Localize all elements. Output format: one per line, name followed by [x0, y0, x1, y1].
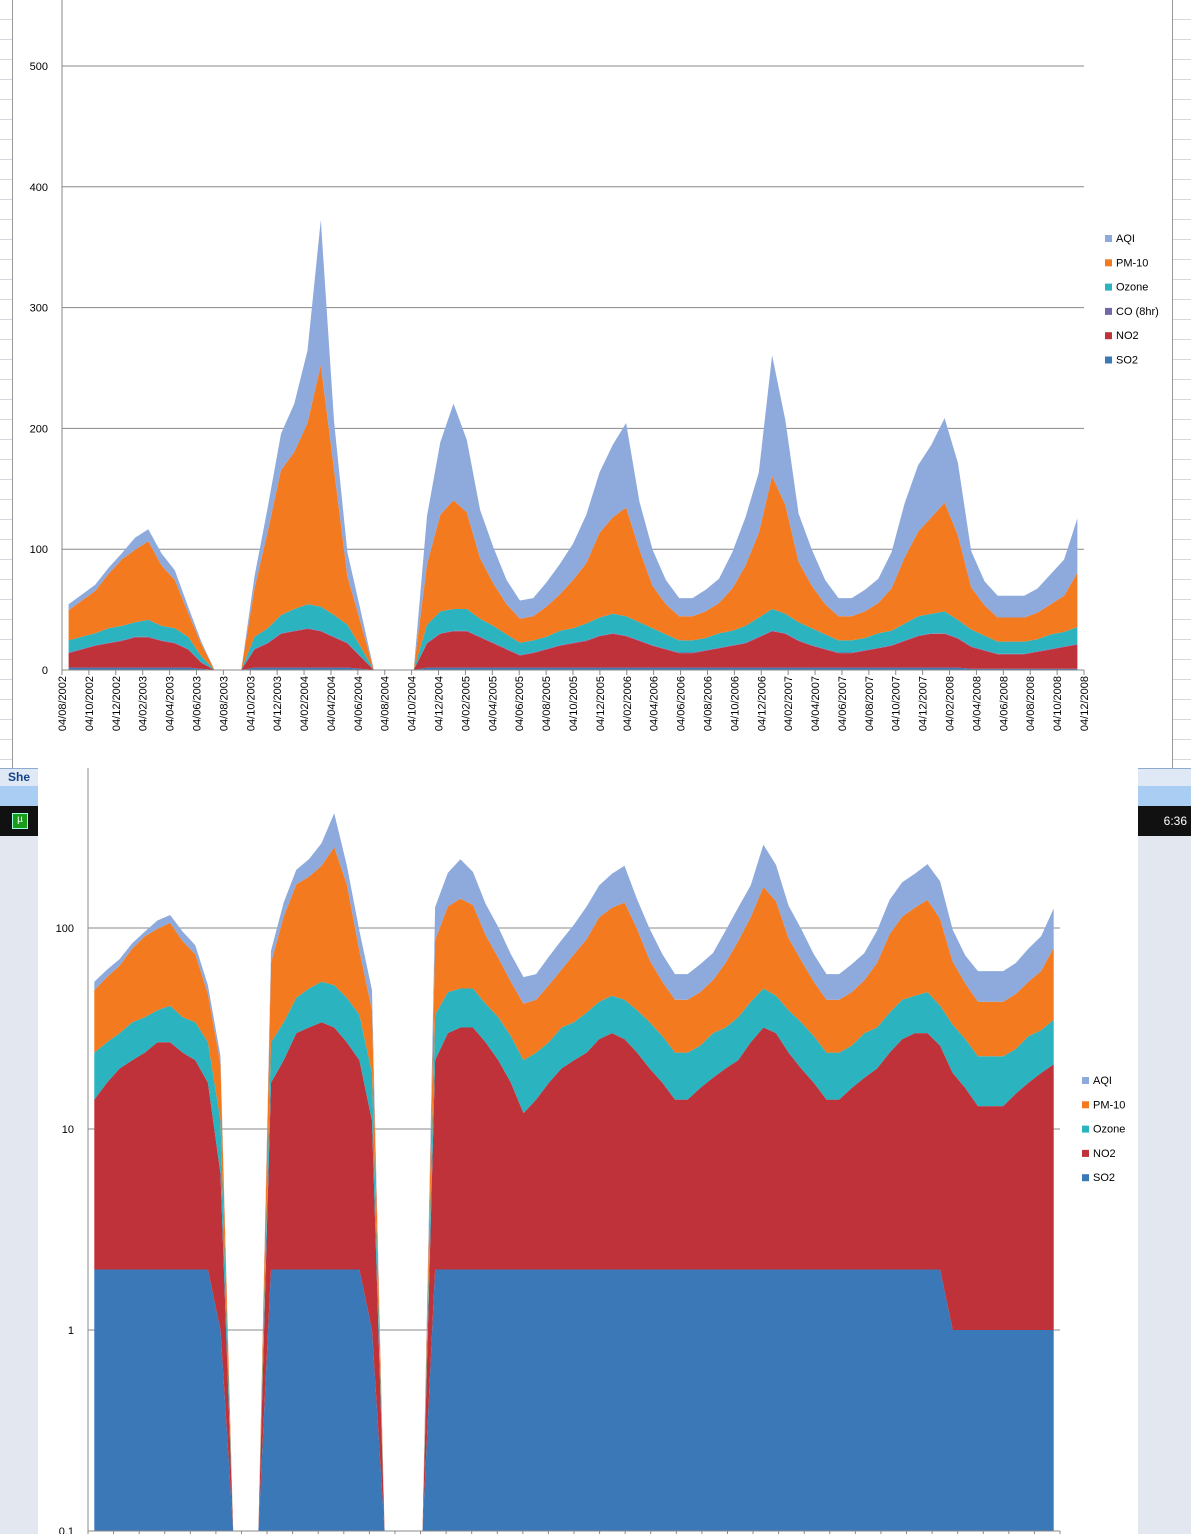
- x-tick-label: 04/10/2008: [1052, 676, 1064, 731]
- y-tick-label: 100: [56, 923, 74, 935]
- x-tick-label: 04/04/2007: [810, 676, 822, 731]
- legend-entry: Ozone: [1116, 282, 1148, 294]
- x-tick-label: 04/08/2006: [702, 676, 714, 731]
- y-tick-label: 10: [62, 1124, 74, 1136]
- x-tick-label: 04/08/2008: [1025, 676, 1037, 731]
- excel-window: 0 100 200 300 400 500 04/08/2002 04/10/2002 04/1…: [0, 0, 1191, 768]
- legend-entry: SO2: [1093, 1172, 1115, 1184]
- area-series-so2: [68, 667, 1078, 670]
- x-tick-label: 04/04/2008: [971, 676, 983, 731]
- x-tick-label: 04/02/2003: [138, 676, 150, 731]
- x-tick-label: 04/02/2008: [945, 676, 957, 731]
- legend-swatch: [1082, 1101, 1089, 1109]
- x-tick-label: 04/12/2008: [1079, 676, 1091, 731]
- y-tick-label: 500: [30, 61, 48, 73]
- y-tick-label: 1: [68, 1325, 74, 1337]
- x-tick-label: 04/06/2006: [676, 676, 688, 731]
- legend-swatch: [1082, 1149, 1089, 1157]
- x-tick-label: 04/06/2003: [191, 676, 203, 731]
- x-tick-label: 04/06/2004: [353, 676, 365, 731]
- x-tick-label: 04/10/2006: [729, 676, 741, 731]
- x-tick-label: 04/06/2008: [998, 676, 1010, 731]
- linear-stacked-area-chart: 0 100 200 300 400 500 04/08/2002 04/10/2002 04/1…: [30, 0, 1159, 731]
- x-tick-label: 04/12/2007: [918, 676, 930, 731]
- spreadsheet-grid-right: [1172, 0, 1191, 768]
- log-stacked-area-chart: 0.111010004/08/200204/10/200204/12/20020…: [38, 768, 1138, 1534]
- legend-entry: CO (8hr): [1116, 306, 1159, 318]
- x-tick-label: 04/12/2004: [434, 676, 446, 731]
- x-tick-label: 04/10/2002: [84, 676, 96, 731]
- legend-entry: PM-10: [1116, 257, 1148, 269]
- sheet-tab[interactable]: She: [8, 770, 31, 784]
- legend-entry: Ozone: [1093, 1124, 1125, 1136]
- x-tick-label: 04/08/2004: [380, 676, 392, 731]
- x-tick-label: 04/10/2003: [245, 676, 257, 731]
- x-tick-label: 04/08/2005: [541, 676, 553, 731]
- x-tick-label: 04/08/2003: [218, 676, 230, 731]
- x-tick-label: 04/04/2004: [326, 676, 338, 731]
- area-series-no2: [68, 628, 1078, 670]
- area-series-pm-10: [68, 365, 1078, 670]
- x-tick-label: 04/12/2005: [595, 676, 607, 731]
- legend-swatch: [1082, 1077, 1089, 1084]
- x-tick-label: 04/10/2005: [568, 676, 580, 731]
- x-tick-label: 04/02/2007: [783, 676, 795, 731]
- y-tick-label: 300: [30, 303, 48, 315]
- area-series-ozone: [68, 604, 1078, 670]
- x-tick-label: 04/06/2007: [837, 676, 849, 731]
- x-tick-label: 04/10/2007: [891, 676, 903, 731]
- y-tick-label: 100: [30, 544, 48, 556]
- x-tick-label: 04/12/2002: [111, 676, 123, 731]
- clock: 6:36: [1163, 814, 1187, 828]
- y-tick-label: 0: [42, 665, 48, 677]
- x-tick-label: 04/06/2005: [514, 676, 526, 731]
- legend-entry: SO2: [1116, 355, 1138, 367]
- y-tick-label: 200: [30, 423, 48, 435]
- x-tick-label: 04/08/2002: [57, 676, 69, 731]
- x-tick-label: 04/08/2007: [864, 676, 876, 731]
- spreadsheet-grid-left: [0, 0, 13, 768]
- legend-entry: AQI: [1116, 233, 1135, 245]
- area-series-pm-10: [94, 847, 1054, 1531]
- legend-swatch: [1105, 332, 1112, 340]
- x-tick-label: 04/12/2006: [756, 676, 768, 731]
- area-series-aqi: [68, 220, 1078, 670]
- legend-swatch: [1105, 283, 1112, 291]
- x-tick-label: 04/02/2004: [299, 676, 311, 731]
- area-series-so2: [94, 1269, 1054, 1531]
- legend-entry: NO2: [1116, 330, 1139, 342]
- legend-entry: NO2: [1093, 1148, 1116, 1160]
- legend-swatch: [1082, 1174, 1089, 1182]
- legend-entry: AQI: [1093, 1075, 1112, 1087]
- legend-swatch: [1105, 356, 1112, 364]
- area-series-ozone: [94, 981, 1054, 1531]
- y-tick-label: 0.1: [59, 1526, 74, 1534]
- legend-swatch: [1105, 307, 1112, 315]
- utorrent-icon[interactable]: µ: [12, 813, 28, 829]
- legend-entry: PM-10: [1093, 1099, 1125, 1111]
- legend-swatch: [1082, 1125, 1089, 1133]
- x-tick-label: 04/04/2006: [649, 676, 661, 731]
- x-tick-label: 04/02/2006: [622, 676, 634, 731]
- y-tick-label: 400: [30, 182, 48, 194]
- x-tick-label: 04/12/2003: [272, 676, 284, 731]
- legend-swatch: [1105, 235, 1112, 242]
- x-tick-label: 04/10/2004: [407, 676, 419, 731]
- legend-swatch: [1105, 259, 1112, 267]
- area-series-no2: [94, 1022, 1054, 1531]
- x-tick-label: 04/02/2005: [460, 676, 472, 731]
- x-tick-label: 04/04/2005: [487, 676, 499, 731]
- x-tick-label: 04/04/2003: [165, 676, 177, 731]
